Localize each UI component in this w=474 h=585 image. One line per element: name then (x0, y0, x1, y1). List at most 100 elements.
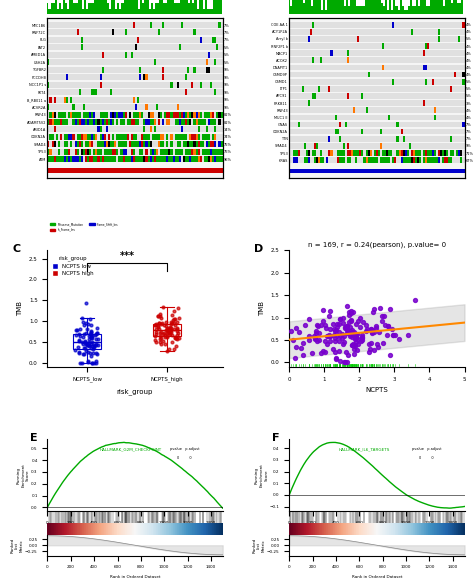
Bar (135, 142, 137, 147)
Bar (330, 150, 333, 156)
Point (351, 350, 358, 359)
Bar (289, 157, 465, 163)
Bar (365, 157, 368, 163)
Bar (47, 22, 223, 28)
Bar (193, 112, 196, 118)
Bar (204, 149, 206, 155)
Bar (98, 126, 100, 132)
Bar (73, 119, 74, 125)
Bar (106, 142, 108, 147)
Bar (415, 150, 417, 156)
Bar (444, 150, 446, 156)
Bar (77, 156, 79, 162)
Point (171, 325, 178, 334)
Point (80, 349, 87, 359)
Point (313, 336, 320, 346)
Bar (162, 22, 164, 28)
Bar (289, 168, 465, 173)
Bar (108, 149, 110, 155)
Bar (396, 150, 399, 156)
Point (321, 347, 328, 356)
Bar (81, 149, 83, 155)
Point (358, 336, 366, 345)
Bar (131, 52, 133, 58)
Bar (104, 134, 106, 140)
Bar (104, 119, 106, 125)
Bar (141, 156, 143, 162)
Bar (85, 156, 87, 162)
Bar (175, 112, 177, 118)
Bar (436, 157, 438, 163)
Point (368, 327, 375, 336)
Bar (429, 157, 431, 163)
Bar (392, 157, 394, 163)
Point (326, 325, 334, 334)
Point (87, 327, 94, 336)
Point (370, 327, 377, 336)
Bar (179, 156, 181, 162)
Bar (386, 150, 388, 156)
Bar (93, 89, 95, 95)
Bar (160, 149, 162, 155)
Bar (166, 149, 168, 155)
Bar (154, 134, 156, 140)
Point (359, 317, 366, 326)
Bar (62, 156, 64, 162)
Bar (314, 157, 316, 163)
Bar (289, 36, 465, 42)
Point (82, 340, 90, 349)
Point (346, 322, 354, 332)
Bar (417, 157, 419, 163)
Bar (122, 134, 125, 140)
Bar (413, 157, 415, 163)
Bar (64, 142, 66, 147)
Point (87, 339, 95, 349)
Point (82, 328, 90, 338)
Point (164, 328, 172, 337)
Bar (66, 119, 68, 125)
Point (93, 350, 100, 359)
Bar (85, 149, 87, 155)
Point (311, 335, 319, 344)
Bar (208, 134, 210, 140)
Point (292, 354, 299, 363)
Point (157, 319, 165, 329)
Bar (423, 157, 425, 163)
Point (90, 340, 98, 350)
Point (352, 334, 359, 343)
Point (157, 339, 165, 348)
Bar (365, 108, 368, 113)
Bar (206, 67, 208, 73)
Point (367, 324, 374, 333)
Bar (384, 150, 386, 156)
Bar (70, 112, 73, 118)
Bar (399, 150, 401, 156)
Bar (162, 134, 164, 140)
Bar (83, 119, 85, 125)
Point (156, 335, 164, 344)
Bar (47, 149, 49, 155)
Bar (100, 156, 101, 162)
Point (160, 321, 168, 330)
Bar (217, 149, 219, 155)
Bar (193, 29, 196, 36)
Point (340, 357, 347, 367)
Bar (154, 59, 156, 66)
Bar (52, 112, 54, 118)
Bar (81, 44, 83, 50)
Point (346, 317, 353, 326)
Point (344, 350, 352, 359)
Bar (54, 112, 56, 118)
Bar (460, 150, 463, 156)
Bar (160, 134, 162, 140)
Bar (166, 119, 168, 125)
Bar (191, 149, 193, 155)
Bar (137, 119, 139, 125)
Point (84, 347, 92, 357)
Bar (289, 108, 465, 113)
Point (326, 336, 334, 346)
Bar (212, 112, 214, 118)
Bar (143, 142, 146, 147)
Bar (89, 149, 91, 155)
Point (173, 324, 181, 333)
